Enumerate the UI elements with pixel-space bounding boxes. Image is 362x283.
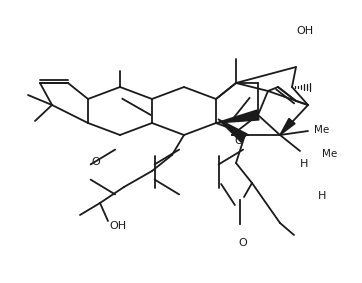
Text: Me: Me [314,125,329,135]
Text: O: O [234,136,243,146]
Text: Me: Me [322,149,337,159]
Polygon shape [216,110,259,123]
Polygon shape [218,119,247,142]
Polygon shape [280,118,295,135]
Text: OH: OH [296,26,313,36]
Text: OH: OH [109,221,127,231]
Text: O: O [91,157,100,167]
Text: H: H [318,191,327,201]
Text: O: O [238,238,247,248]
Text: H: H [300,159,308,169]
